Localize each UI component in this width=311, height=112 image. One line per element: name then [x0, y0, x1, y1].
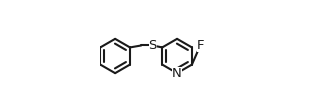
Text: S: S: [149, 39, 157, 52]
Text: F: F: [197, 39, 204, 52]
Text: N: N: [172, 67, 182, 80]
